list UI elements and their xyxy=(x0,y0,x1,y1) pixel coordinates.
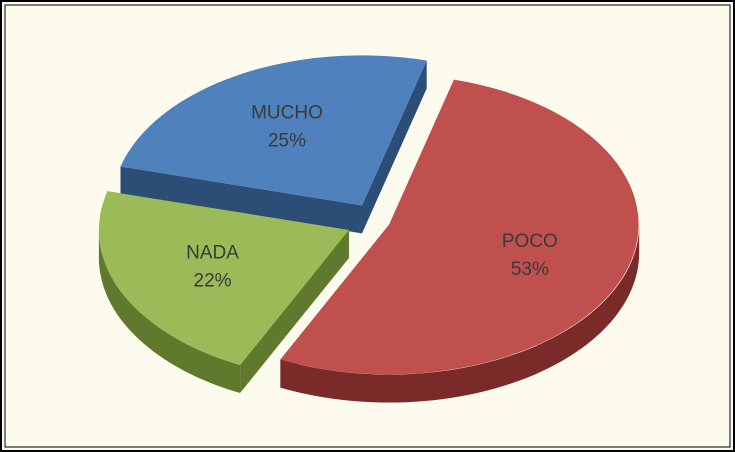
pie: MUCHO 25% POCO 53% NADA 22% xyxy=(98,55,640,403)
value-label: 53% xyxy=(511,259,549,280)
plot-frame xyxy=(4,4,731,448)
slice xyxy=(120,55,427,206)
slice-label: POCO xyxy=(502,231,558,252)
slice-label: MUCHO xyxy=(251,102,323,123)
slice-face xyxy=(240,229,349,393)
slice xyxy=(98,191,349,365)
slice-face xyxy=(362,60,427,234)
slice-face xyxy=(120,166,362,234)
slice-label: NADA xyxy=(186,242,239,263)
value-label: 22% xyxy=(194,270,232,291)
value-label: 25% xyxy=(268,130,306,151)
slice-side xyxy=(280,224,640,403)
slice xyxy=(280,79,639,375)
slice-side xyxy=(98,230,241,393)
